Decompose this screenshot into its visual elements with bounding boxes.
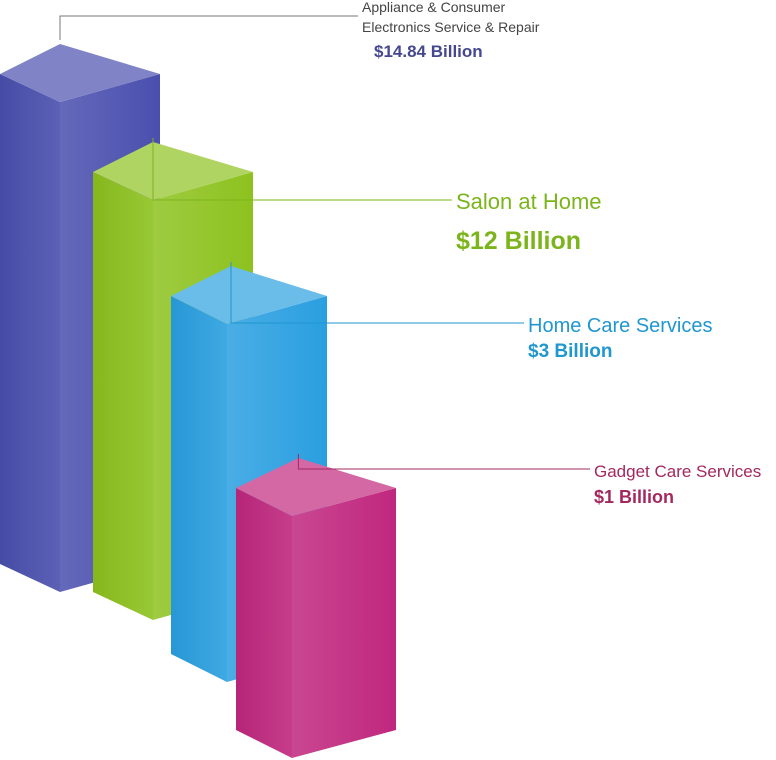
category-label: Home Care Services (528, 315, 713, 337)
bars-group (0, 44, 396, 758)
bar-top-face (93, 142, 253, 200)
leader-line (152, 138, 452, 201)
data-label: $1 Billion (594, 487, 674, 507)
category-label: Electronics Service & Repair (362, 19, 540, 35)
bar-top-face (0, 44, 160, 102)
leader-line (59, 15, 358, 40)
category-label: Appliance & Consumer (362, 0, 506, 15)
bar-top-face (171, 266, 327, 324)
bar-side-face (93, 172, 153, 620)
bar-3 (236, 458, 396, 758)
bar-side-face (236, 488, 292, 758)
data-label: $3 Billion (528, 341, 612, 362)
bar-side-face (0, 74, 60, 592)
bar-top-face (236, 458, 396, 516)
leader-line (297, 454, 590, 470)
bar-side-face (171, 296, 227, 682)
category-label: Gadget Care Services (594, 462, 761, 481)
leader-line (230, 262, 524, 324)
labels-group: Appliance & Consumer Electronics Service … (59, 0, 761, 507)
data-label: $12 Billion (456, 227, 581, 255)
data-label: $14.84 Billion (374, 42, 483, 61)
category-label: Salon at Home (456, 189, 602, 214)
bar-front-face (292, 488, 396, 758)
